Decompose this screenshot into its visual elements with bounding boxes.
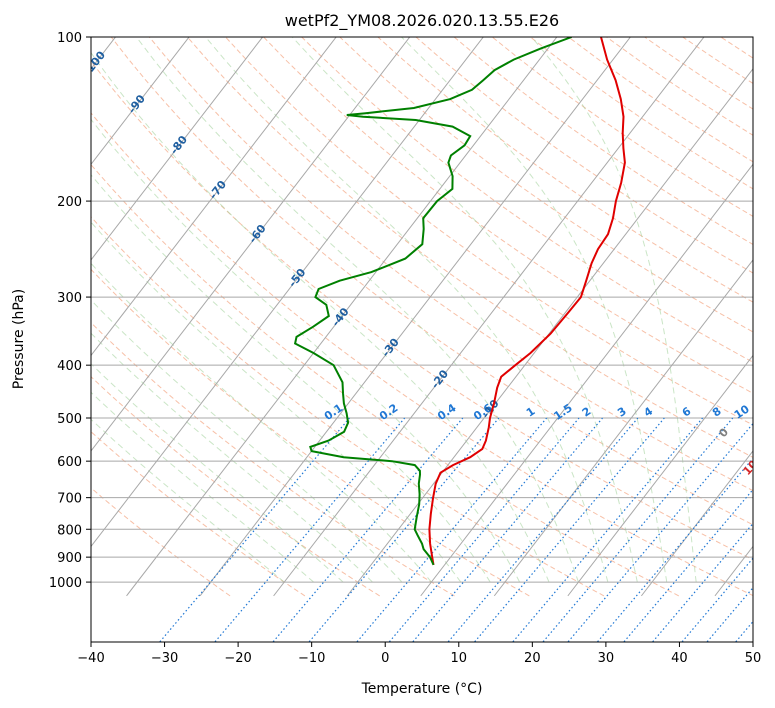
moist-adiabat bbox=[531, 37, 697, 583]
y-tick-label: 100 bbox=[57, 31, 82, 46]
isotherm bbox=[199, 37, 632, 597]
moist-adiabat bbox=[91, 299, 403, 583]
dry-adiabat bbox=[415, 37, 753, 274]
moist-adiabat bbox=[91, 118, 521, 583]
x-tick-label: 10 bbox=[451, 651, 468, 666]
moist-adiabat bbox=[91, 262, 432, 583]
y-tick-label: 500 bbox=[57, 412, 82, 427]
isotherm bbox=[420, 163, 753, 597]
x-axis-ticks: −40 −30 −20 −10 0 10 20 30 40 50 bbox=[77, 642, 761, 666]
x-tick-label: 30 bbox=[598, 651, 615, 666]
y-tick-label: 1000 bbox=[49, 576, 82, 591]
isotherm bbox=[91, 37, 190, 166]
isotherm bbox=[91, 37, 484, 548]
moist-adiabat bbox=[91, 418, 285, 583]
moist-adiabat bbox=[91, 221, 462, 583]
y-tick-label: 700 bbox=[57, 492, 82, 507]
isotherm bbox=[91, 37, 264, 261]
dry-adiabat bbox=[91, 268, 530, 597]
isotherm bbox=[493, 259, 753, 597]
dewpoint-line bbox=[293, 37, 572, 566]
moist-adiabat bbox=[91, 391, 315, 583]
y-tick-label: 200 bbox=[57, 195, 82, 210]
isobars bbox=[91, 37, 753, 583]
isotherm bbox=[91, 37, 337, 357]
y-tick-label: 400 bbox=[57, 359, 82, 374]
dry-adiabat bbox=[263, 37, 753, 394]
isotherm bbox=[641, 450, 753, 597]
isotherm bbox=[126, 37, 558, 597]
y-tick-label: 300 bbox=[57, 291, 82, 306]
x-tick-label: 40 bbox=[671, 651, 688, 666]
x-tick-label: −10 bbox=[298, 651, 325, 666]
plot-area bbox=[91, 37, 753, 642]
profiles bbox=[293, 37, 626, 566]
y-tick-label: 900 bbox=[57, 551, 82, 566]
y-axis-label: Pressure (hPa) bbox=[11, 289, 27, 389]
x-axis-label: Temperature (°C) bbox=[361, 681, 483, 697]
moist-adiabat bbox=[136, 37, 579, 583]
x-tick-label: 0 bbox=[381, 651, 389, 666]
y-tick-label: 800 bbox=[57, 523, 82, 538]
x-tick-label: −30 bbox=[151, 651, 178, 666]
x-tick-label: −20 bbox=[224, 651, 251, 666]
y-axis-ticks: 100 200 300 400 500 600 700 800 900 1000 bbox=[49, 31, 91, 591]
isotherm bbox=[91, 37, 411, 452]
isotherm bbox=[273, 37, 705, 597]
y-tick-label: 600 bbox=[57, 455, 82, 470]
moist-adiabat bbox=[401, 37, 668, 583]
moist-adiabats bbox=[91, 37, 697, 583]
plot-frame bbox=[90, 36, 754, 643]
moist-adiabat bbox=[91, 174, 491, 583]
chart-title: wetPf2_YM08.2026.020.13.55.E26 bbox=[285, 11, 559, 31]
x-tick-label: 20 bbox=[524, 651, 541, 666]
dry-adiabat bbox=[187, 37, 753, 459]
temperature-line bbox=[428, 37, 626, 566]
dry-adiabat bbox=[148, 37, 753, 492]
dry-adiabat bbox=[110, 37, 753, 526]
dry-adiabat bbox=[225, 37, 753, 426]
isotherm bbox=[567, 354, 753, 597]
x-tick-label: 50 bbox=[745, 651, 762, 666]
x-tick-label: −40 bbox=[77, 651, 104, 666]
